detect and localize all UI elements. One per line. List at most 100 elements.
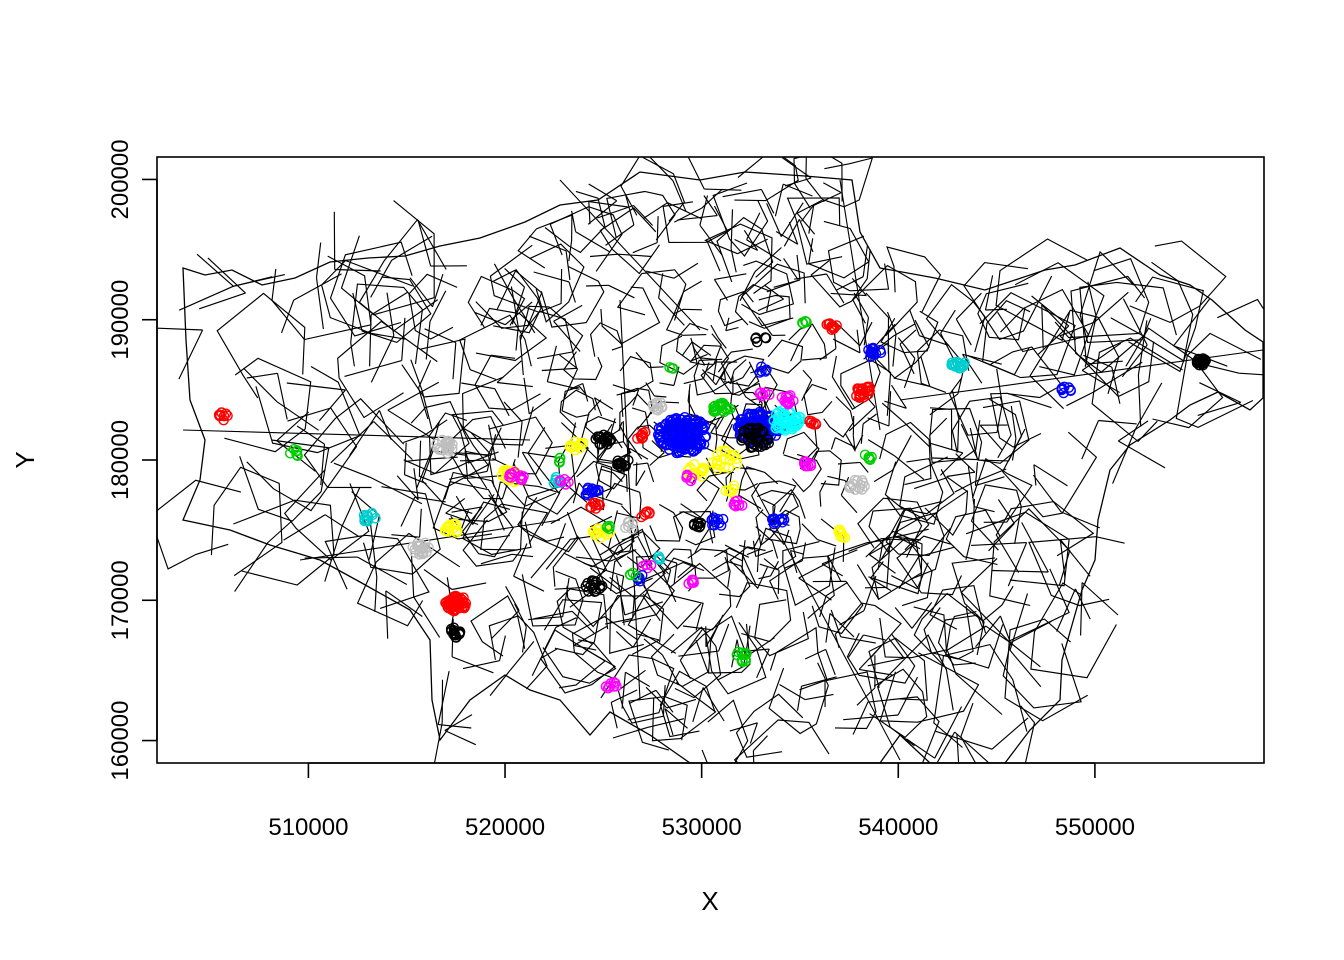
point <box>725 486 736 498</box>
ward-edge <box>565 250 571 281</box>
ward-edge <box>783 258 799 281</box>
ward-edge <box>796 212 816 235</box>
ward-edge <box>800 204 815 222</box>
ward-edge <box>752 750 755 763</box>
ward-edge <box>533 271 570 283</box>
ward-edge <box>199 292 246 310</box>
point <box>723 485 735 496</box>
ward-edge <box>777 570 780 594</box>
ward-edge <box>997 499 1015 524</box>
ward-edge <box>594 397 614 410</box>
point <box>637 432 649 443</box>
ward-edge <box>385 590 423 617</box>
ward-edge <box>788 323 827 361</box>
point <box>603 523 615 535</box>
point <box>784 390 796 401</box>
ward-edge <box>735 693 804 758</box>
ward-edge <box>862 245 868 277</box>
ward-edge <box>433 722 443 763</box>
ward-edge <box>888 391 892 427</box>
point <box>800 460 811 472</box>
ward-edge <box>562 577 570 617</box>
ward-edge <box>972 498 975 530</box>
ward-edge <box>898 556 920 590</box>
ward-edge <box>805 178 825 203</box>
ward-edge <box>712 182 769 257</box>
ward-edge <box>879 421 932 486</box>
cluster <box>653 411 712 459</box>
cluster <box>407 537 434 560</box>
ward-edge <box>329 241 413 337</box>
ward-edge <box>665 308 707 336</box>
ward-edge <box>885 501 951 556</box>
ward-edge <box>704 188 742 191</box>
ward-edge <box>730 248 737 273</box>
ward-edge <box>687 548 730 579</box>
ward-edge <box>600 654 675 721</box>
ward-edge <box>658 297 685 326</box>
point <box>864 454 876 466</box>
cluster <box>358 507 381 527</box>
ward-edge <box>722 188 762 198</box>
ward-edge <box>906 738 936 759</box>
point <box>731 649 743 661</box>
ward-edge <box>764 284 784 300</box>
cluster <box>554 452 566 468</box>
ward-edge <box>1041 304 1044 349</box>
cluster <box>624 567 642 582</box>
ward-edge <box>632 462 648 466</box>
ward-edge <box>531 629 606 689</box>
ward-edge <box>666 698 697 709</box>
ward-edge <box>997 262 1105 353</box>
point <box>654 428 666 440</box>
ward-edge <box>431 274 444 307</box>
ward-edge <box>1028 536 1125 607</box>
ward-edge <box>720 348 753 384</box>
ward-edge <box>909 309 920 336</box>
ward-edge <box>699 195 709 226</box>
ward-edge <box>746 564 757 585</box>
point <box>215 410 226 422</box>
ward-edge <box>884 461 955 515</box>
ward-edge <box>690 333 722 365</box>
point <box>291 449 303 461</box>
ward-edge <box>533 610 573 620</box>
point <box>636 433 648 444</box>
ward-edge <box>283 514 326 541</box>
ward-edge <box>734 283 772 326</box>
ward-edge <box>207 257 246 294</box>
ward-edge <box>505 586 520 611</box>
cluster <box>776 390 799 410</box>
ward-edge <box>782 541 836 606</box>
ward-edge <box>370 259 393 298</box>
ward-edge <box>871 536 933 607</box>
ward-edge <box>734 157 799 202</box>
ward-edge <box>984 275 994 311</box>
ward-edge <box>234 542 269 592</box>
ward-edge <box>691 341 712 356</box>
ward-edge <box>276 411 310 442</box>
ward-edge <box>945 610 1004 669</box>
ward-edge <box>779 684 806 701</box>
ward-edge <box>735 581 792 643</box>
cluster <box>797 315 812 329</box>
ward-edge <box>556 523 567 549</box>
ward-edge <box>962 353 983 384</box>
point <box>434 443 446 455</box>
ward-edge <box>613 550 630 554</box>
ward-edge <box>472 493 495 525</box>
ward-edge <box>844 432 856 451</box>
ward-edge <box>989 507 1071 607</box>
ward-edge <box>612 472 623 483</box>
ward-edge <box>811 580 864 635</box>
cluster <box>851 381 875 404</box>
ward-edge <box>832 338 861 354</box>
point <box>450 595 462 606</box>
ward-edge <box>556 588 609 645</box>
ward-edge <box>1056 588 1076 632</box>
ward-edge <box>1021 522 1049 573</box>
ward-edge <box>1033 464 1068 487</box>
ward-edge <box>642 593 664 610</box>
ward-edge <box>589 253 619 258</box>
point <box>1063 382 1075 393</box>
